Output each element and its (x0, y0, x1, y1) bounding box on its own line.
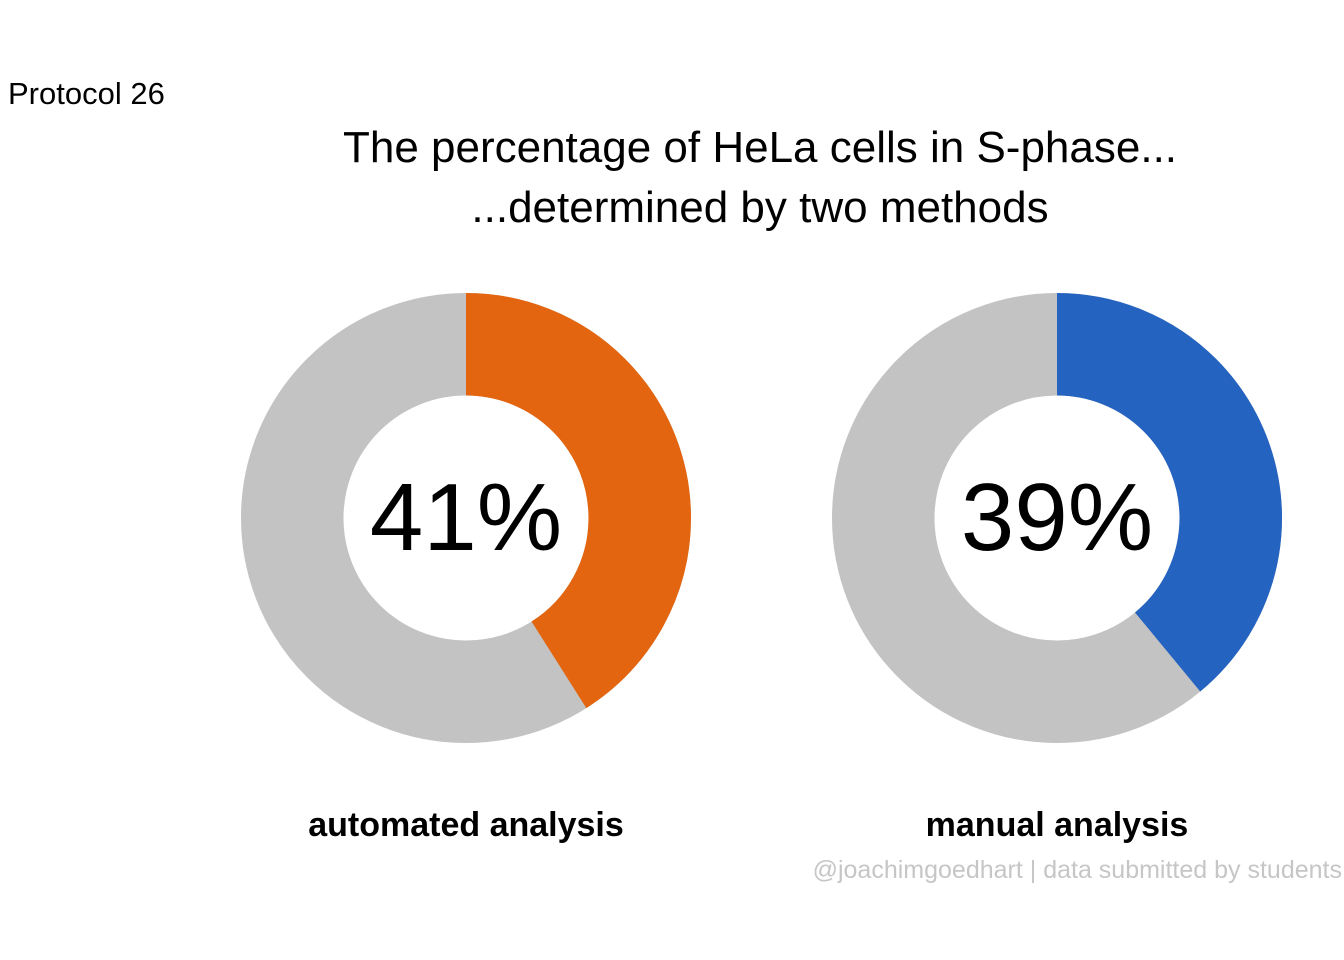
donut-svg-automated (241, 293, 691, 743)
donut-caption-manual: manual analysis (925, 806, 1189, 844)
protocol-label: Protocol 26 (8, 76, 165, 111)
donut-chart-automated: 41% (241, 293, 691, 743)
donut-chart-manual: 39% (832, 293, 1282, 743)
donut-value-arc (241, 293, 691, 743)
donut-value-arc (832, 293, 1282, 743)
donut-svg-manual (832, 293, 1282, 743)
donut-caption-automated: automated analysis (308, 806, 624, 844)
chart-title-line-2: ...determined by two methods (471, 183, 1049, 232)
credit-text: @joachimgoedhart | data submitted by stu… (812, 856, 1342, 884)
chart-title: The percentage of HeLa cells in S-phase.… (180, 118, 1340, 238)
chart-title-line-1: The percentage of HeLa cells in S-phase.… (342, 123, 1178, 172)
